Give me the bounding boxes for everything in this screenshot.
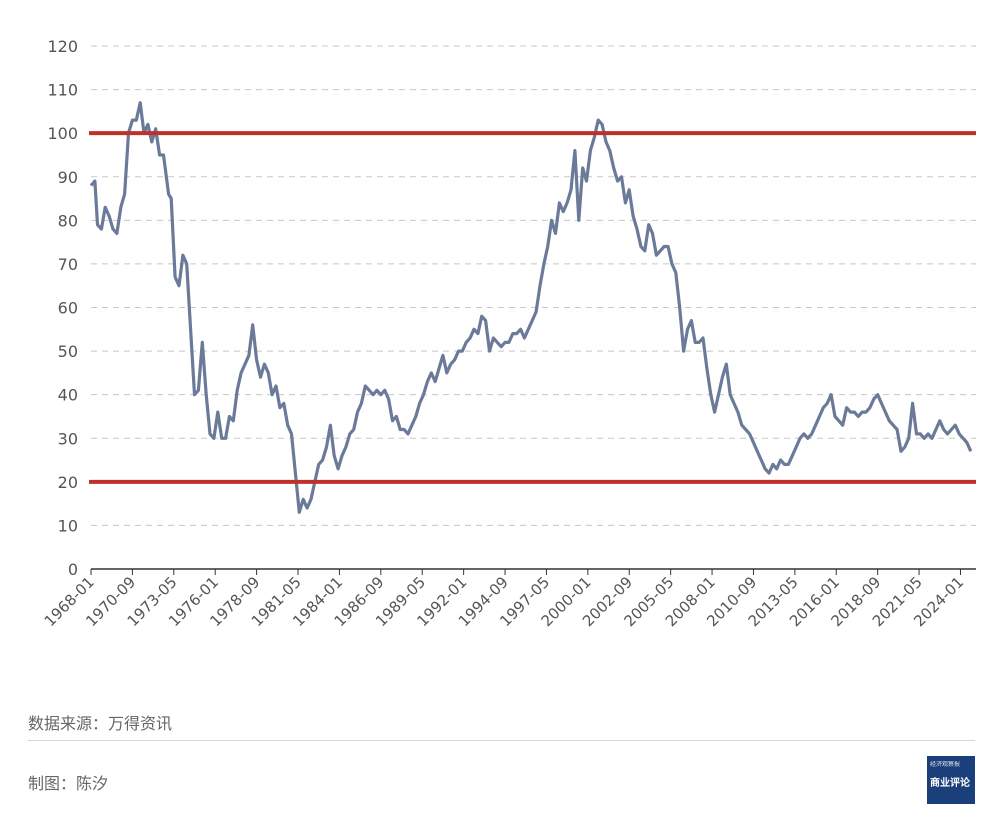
y-tick-label: 60 [58, 299, 78, 318]
line-chart: 0 10 20 30 40 50 60 70 80 90 100 110 120 1968-011970… [41, 37, 976, 630]
y-tick-label: 40 [58, 386, 78, 405]
y-tick-label: 80 [58, 211, 78, 230]
publisher-logo: 经济观察报 商业评论 [927, 756, 975, 804]
y-axis-ticks: 0 10 20 30 40 50 60 70 80 90 100 110 120 [47, 37, 78, 579]
y-tick-label: 10 [58, 516, 78, 535]
y-tick-label: 20 [58, 473, 78, 492]
series-line-0 [89, 101, 973, 514]
x-axis-ticks: 1968-011970-091973-051976-011978-091981-… [41, 569, 967, 630]
y-tick-label: 50 [58, 342, 78, 361]
logo-line2: 商业评论 [930, 778, 970, 789]
y-tick-label: 0 [68, 560, 78, 579]
y-tick-label: 100 [47, 124, 78, 143]
logo-line1: 经济观察报 [930, 761, 961, 768]
series-layer [89, 101, 973, 514]
y-tick-label: 70 [58, 255, 78, 274]
y-tick-label: 30 [58, 429, 78, 448]
y-tick-label: 90 [58, 168, 78, 187]
y-tick-label: 110 [47, 81, 78, 100]
footer-divider [28, 740, 975, 741]
y-tick-label: 120 [47, 37, 78, 56]
chart-credit: 制图：陈汐 [28, 774, 109, 793]
reference-lines [89, 131, 976, 484]
gridlines [91, 45, 976, 526]
data-source-note: 数据来源：万得资讯 [28, 714, 173, 733]
